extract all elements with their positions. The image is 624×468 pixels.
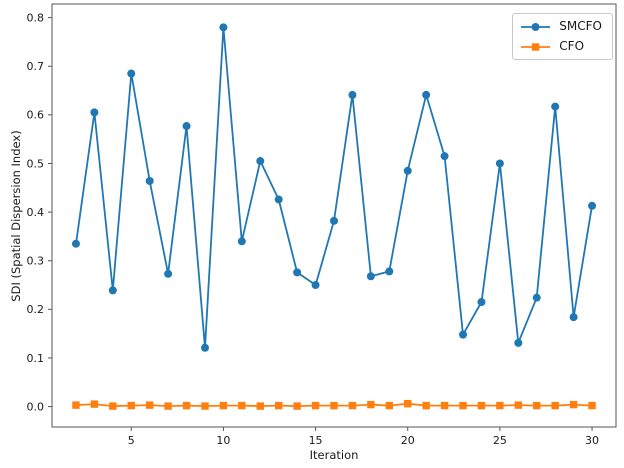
cfo-marker <box>422 401 430 410</box>
legend: SMCFO CFO <box>512 13 613 60</box>
smcfo-marker <box>514 338 523 347</box>
cfo-marker <box>90 400 99 408</box>
cfo-marker <box>404 399 412 408</box>
x-tick-label: 25 <box>493 434 507 447</box>
legend-label-smcfo: SMCFO <box>559 19 602 33</box>
legend-label-cfo: CFO <box>559 39 585 53</box>
cfo-marker <box>385 401 393 410</box>
y-tick-label: 0.2 <box>27 303 45 316</box>
smcfo-line <box>75 26 593 349</box>
smcfo-marker <box>588 201 597 210</box>
smcfo-marker <box>200 343 209 352</box>
smcfo-marker <box>274 195 283 204</box>
x-tick-label: 20 <box>401 434 415 447</box>
cfo-marker <box>109 402 117 410</box>
x-tick-label: 5 <box>128 434 135 447</box>
smcfo-marker <box>219 23 228 32</box>
cfo-marker <box>182 401 191 410</box>
smcfo-marker <box>237 237 246 246</box>
cfo-marker <box>275 401 283 410</box>
y-tick-label: 0.6 <box>27 109 45 122</box>
smcfo-marker <box>385 267 394 276</box>
y-tick-label: 0.0 <box>27 400 45 413</box>
cfo-marker <box>311 401 320 410</box>
smcfo-marker <box>330 216 338 225</box>
cfo-marker <box>219 401 228 410</box>
smcfo-marker <box>293 268 302 277</box>
legend-item-smcfo: SMCFO <box>520 18 602 35</box>
smcfo-marker <box>256 157 265 166</box>
cfo-marker <box>201 402 209 410</box>
y-tick-label: 0.5 <box>27 157 45 170</box>
cfo-marker <box>164 402 172 410</box>
cfo-legend-line-square-icon <box>521 42 551 51</box>
smcfo-marker <box>71 239 80 248</box>
smcfo-marker <box>182 122 191 131</box>
smcfo-marker <box>495 159 504 168</box>
y-tick-label: 0.4 <box>27 206 45 219</box>
smcfo-marker <box>459 330 468 339</box>
cfo-marker <box>477 401 486 410</box>
cfo-marker <box>440 401 449 410</box>
cfo-marker <box>588 401 596 410</box>
legend-item-cfo: CFO <box>520 38 602 55</box>
cfo-marker <box>145 401 154 409</box>
smcfo-legend-line-circle-icon <box>521 22 551 31</box>
smcfo-marker <box>108 286 117 295</box>
smcfo-marker <box>127 69 136 78</box>
smcfo-marker <box>366 272 375 281</box>
smcfo-marker <box>403 166 412 175</box>
cfo-marker <box>238 401 246 410</box>
cfo-marker <box>293 402 301 410</box>
x-tick-label: 10 <box>216 434 230 447</box>
smcfo-marker <box>477 298 486 307</box>
y-tick-label: 0.7 <box>27 60 45 73</box>
x-tick-label: 15 <box>309 434 323 447</box>
smcfo-marker <box>422 90 431 99</box>
smcfo-marker <box>90 108 99 117</box>
cfo-marker <box>127 401 135 410</box>
smcfo-marker <box>440 152 449 161</box>
smcfo-marker <box>164 269 173 278</box>
y-axis-label: SDI (Spatial Dispersion Index) <box>9 130 23 302</box>
y-tick-label: 0.3 <box>27 255 45 268</box>
cfo-marker <box>348 401 357 410</box>
cfo-marker <box>569 400 578 409</box>
smcfo-marker <box>551 102 560 111</box>
smcfo-marker <box>348 90 357 99</box>
x-axis-label: Iteration <box>309 448 359 462</box>
smcfo-marker <box>532 293 541 302</box>
cfo-marker <box>72 401 80 409</box>
cfo-marker <box>496 401 504 410</box>
y-tick-label: 0.1 <box>27 352 45 365</box>
x-tick-label: 30 <box>585 434 599 447</box>
cfo-marker <box>367 400 375 409</box>
smcfo-marker <box>569 313 578 322</box>
cfo-marker <box>330 401 338 410</box>
smcfo-marker <box>145 176 154 185</box>
plot-frame <box>51 3 617 428</box>
cfo-marker <box>533 401 541 410</box>
cfo-marker <box>256 402 264 410</box>
cfo-marker <box>514 401 523 409</box>
cfo-marker <box>551 401 559 410</box>
smcfo-marker <box>311 281 320 290</box>
cfo-marker <box>459 401 467 410</box>
y-tick-label: 0.8 <box>27 11 45 24</box>
